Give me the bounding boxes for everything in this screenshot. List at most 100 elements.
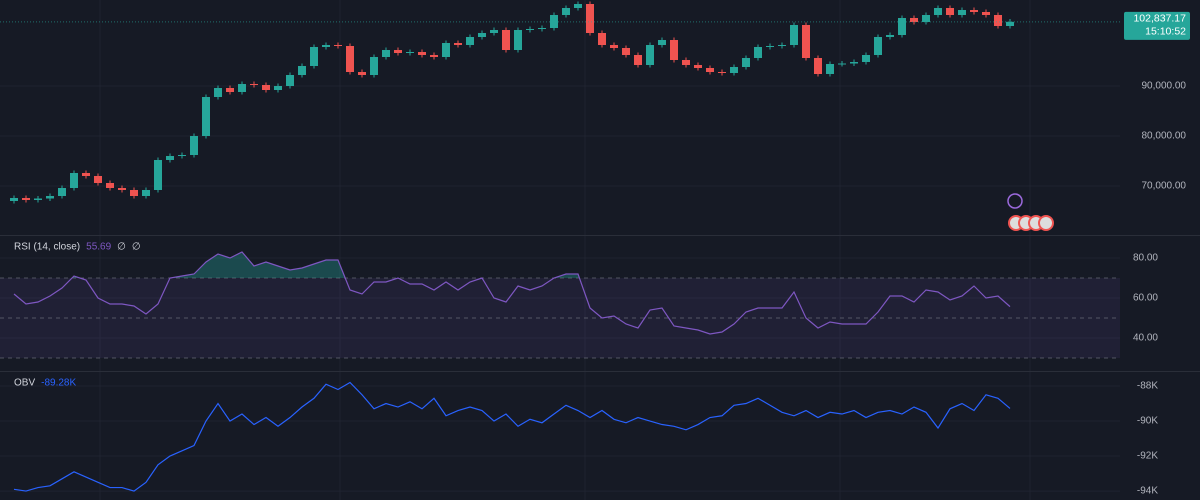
indicator-value: -89.28K	[41, 378, 76, 389]
candle-body	[418, 52, 426, 55]
event-icons	[1007, 193, 1054, 231]
candle-body	[898, 18, 906, 35]
candle-body	[310, 47, 318, 66]
candle-body	[22, 198, 30, 200]
candle-body	[466, 37, 474, 45]
candle-body	[790, 25, 798, 45]
y-tick-label: 70,000.00	[1142, 181, 1187, 192]
candle-body	[958, 10, 966, 15]
candle-body	[934, 8, 942, 15]
candle-body	[910, 18, 918, 22]
candle-body	[574, 4, 582, 8]
candle-body	[514, 30, 522, 50]
candle-body	[286, 75, 294, 86]
event-icon	[1007, 193, 1023, 209]
candle-body	[238, 84, 246, 92]
overbought-fill	[14, 252, 1010, 278]
candle-body	[550, 15, 558, 28]
y-tick-label: -90K	[1137, 416, 1158, 427]
indicator-flag: ∅	[117, 242, 126, 253]
candle-body	[34, 198, 42, 200]
candle-body	[874, 37, 882, 55]
candle-body	[250, 84, 258, 85]
candle-body	[670, 40, 678, 60]
y-tick-label: -92K	[1137, 451, 1158, 462]
candle-body	[478, 33, 486, 37]
candle-body	[922, 15, 930, 22]
candle-body	[994, 15, 1002, 26]
indicator-line	[13, 381, 1011, 492]
candle-body	[178, 155, 186, 156]
candle-body	[694, 65, 702, 68]
candle-body	[982, 12, 990, 15]
candle-body	[154, 160, 162, 190]
candle-body	[82, 173, 90, 176]
candle-body	[430, 55, 438, 57]
countdown: 15:10:52	[1145, 26, 1186, 38]
candle-body	[742, 58, 750, 67]
y-tick-label: 80.00	[1133, 253, 1158, 264]
candle-body	[610, 45, 618, 48]
candle-body	[766, 46, 774, 47]
candle-body	[622, 48, 630, 55]
candle-body	[202, 97, 210, 136]
candle-body	[406, 52, 414, 53]
candle-body	[490, 30, 498, 33]
candle-body	[58, 188, 66, 196]
price-label: 102,837.17	[1133, 13, 1186, 25]
candle-body	[106, 183, 114, 188]
candle-body	[838, 63, 846, 65]
candle-body	[394, 50, 402, 53]
candle-body	[682, 60, 690, 65]
y-tick-label: -94K	[1137, 486, 1158, 497]
candle-body	[166, 156, 174, 160]
y-tick-label: 90,000.00	[1142, 81, 1187, 92]
candle-body	[442, 43, 450, 57]
candle-body	[754, 47, 762, 58]
candle-body	[1006, 21, 1014, 26]
indicator-title: RSI (14, close)	[14, 242, 80, 253]
candle-body	[970, 10, 978, 12]
candle-body	[850, 62, 858, 64]
candle-body	[946, 8, 954, 15]
indicator-value: 55.69	[86, 242, 111, 253]
candle-body	[826, 64, 834, 74]
candle-body	[142, 190, 150, 196]
candle-body	[130, 190, 138, 196]
candle-body	[298, 66, 306, 75]
candle-body	[814, 58, 822, 74]
candle-body	[10, 198, 18, 201]
candle-body	[862, 55, 870, 62]
y-tick-label: 60.00	[1133, 293, 1158, 304]
candle-body	[358, 72, 366, 75]
candle-body	[370, 57, 378, 75]
candle-body	[46, 196, 54, 199]
candle-body	[538, 28, 546, 29]
vertical-grid	[99, 0, 1031, 500]
candle-body	[70, 173, 78, 188]
candle-body	[322, 45, 330, 47]
y-tick-label: 80,000.00	[1142, 131, 1187, 142]
candle-body	[190, 136, 198, 155]
candle-body	[274, 86, 282, 90]
y-tick-label: 40.00	[1133, 333, 1158, 344]
candle-body	[634, 55, 642, 65]
candle-body	[778, 45, 786, 46]
indicator-flag: ∅	[132, 242, 141, 253]
candle-body	[226, 88, 234, 92]
candle-body	[658, 40, 666, 45]
candle-body	[502, 30, 510, 50]
candle-body	[562, 8, 570, 15]
candle-body	[118, 188, 126, 190]
price-label-box	[1124, 11, 1190, 40]
candle-body	[802, 25, 810, 58]
candle-body	[94, 176, 102, 183]
indicator-title: OBV	[14, 378, 35, 389]
candle-body	[886, 35, 894, 37]
candle-body	[730, 67, 738, 73]
candle-body	[214, 88, 222, 97]
candle-body	[346, 46, 354, 72]
